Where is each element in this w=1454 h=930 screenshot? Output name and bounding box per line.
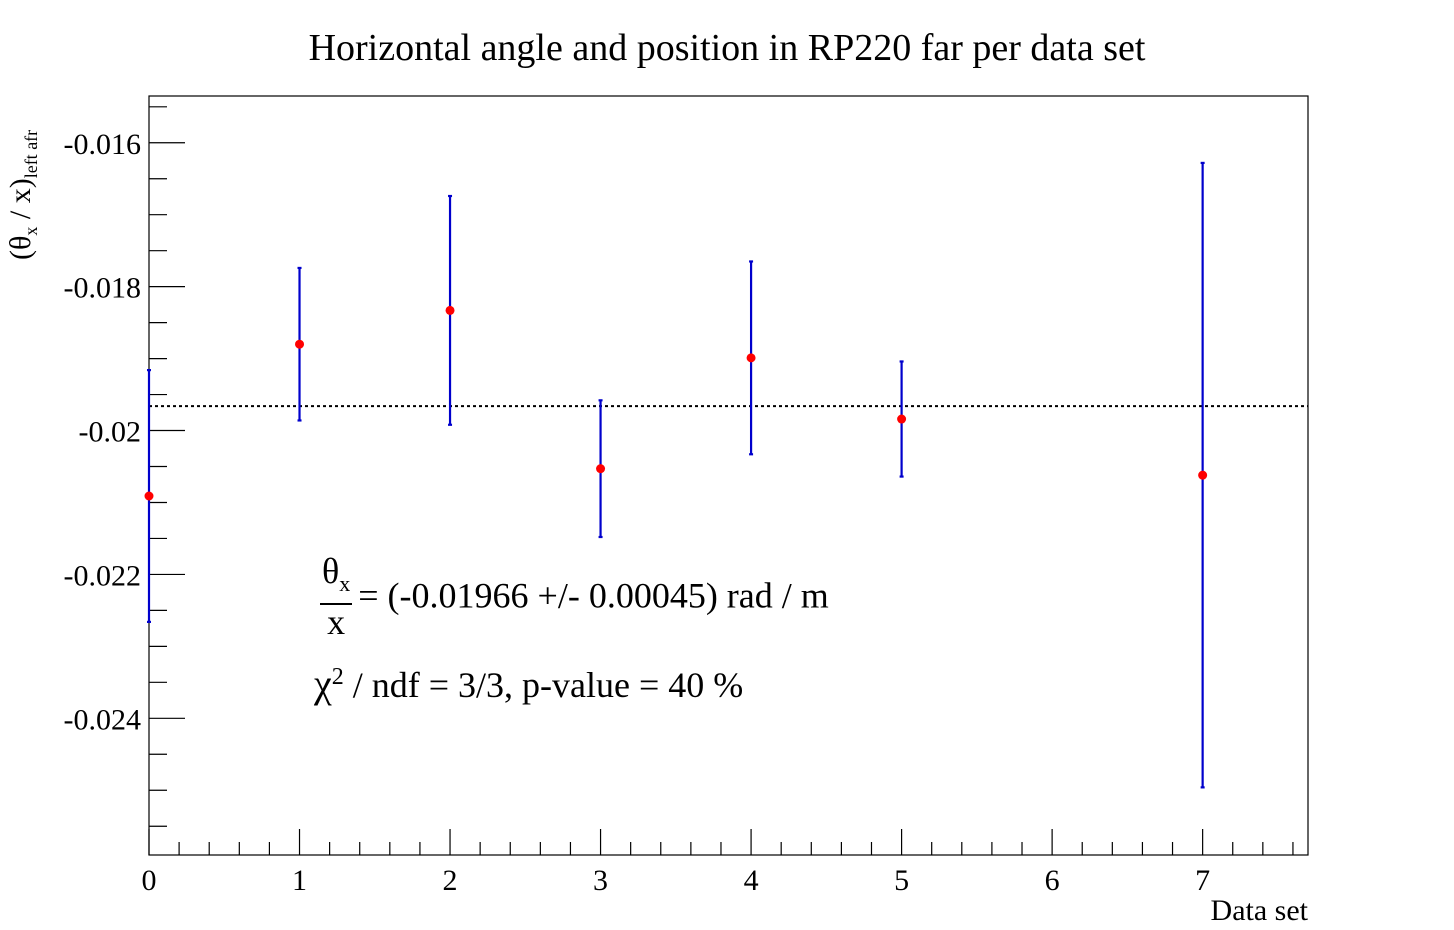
data-point [596,464,606,474]
fraction-numerator: θ [322,551,340,591]
fit-result-annotation: θx x = (-0.01966 +/- 0.00045) rad / m [320,551,829,643]
x-tick-label: 7 [1195,864,1210,897]
y-tick-label: -0.02 [79,416,142,449]
y-axis-label-sub1: x [21,226,41,236]
chart-title: Horizontal angle and position in RP220 f… [308,27,1146,69]
x-tick-label: 5 [894,864,909,897]
x-axis-label: Data set [1210,894,1308,927]
x-tick-label: 2 [443,864,458,897]
data-point-group [144,369,154,624]
data-point-group [295,266,305,422]
data-points [144,161,1208,789]
data-point [1198,470,1208,480]
x-tick-label: 3 [593,864,608,897]
y-tick-label: -0.022 [64,559,142,592]
axis-ticks [148,106,1294,855]
data-point-group [746,260,756,456]
axis-tick-labels: 0 1 2 3 4 5 6 7 -0.016 -0.018 -0.02 -0.022 -0.024 [64,128,1211,897]
y-tick-label: -0.016 [64,128,142,161]
data-point [897,414,907,424]
x-tick-label: 0 [142,864,157,897]
data-point-group [1198,161,1208,789]
y-axis-label-mid: / x) [4,178,37,227]
data-point-group [897,360,907,478]
data-point [445,305,455,315]
data-point-group [445,194,455,426]
data-point-group [596,399,606,539]
y-axis-label-sub2: left afr [21,129,41,179]
fraction: θx x [320,551,353,643]
y-axis-label: (θx / x)left afr [4,100,50,260]
data-point [295,339,305,349]
plot-frame [148,95,1309,856]
y-tick-label: -0.024 [64,703,142,736]
chi-symbol: χ [314,661,332,706]
fraction-denominator: x [327,602,346,643]
y-axis-label-main: (θ [4,235,37,260]
y-tick-label: -0.018 [64,272,142,305]
chi-superscript: 2 [331,664,344,690]
data-point [746,353,756,363]
fraction-numerator-sub: x [339,571,351,597]
x-tick-label: 1 [292,864,307,897]
x-tick-label: 6 [1045,864,1060,897]
x-tick-label: 4 [744,864,759,897]
chi2-text: / ndf = 3/3, p-value = 40 % [343,665,744,705]
data-point [144,491,154,501]
fit-result-text: = (-0.01966 +/- 0.00045) rad / m [358,575,829,616]
chi2-annotation: χ2 / ndf = 3/3, p-value = 40 % [314,660,743,707]
